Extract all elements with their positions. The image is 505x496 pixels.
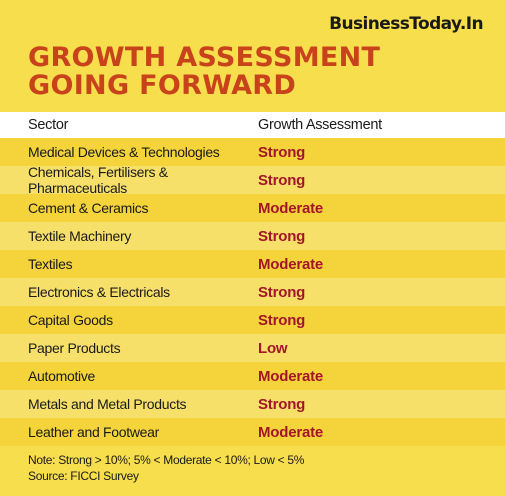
sector-name: Textiles [28, 256, 73, 272]
table-row: Paper Products Low [0, 334, 505, 362]
sector-name: Medical Devices & Technologies [28, 144, 220, 160]
growth-assessment-value: Moderate [258, 199, 324, 217]
table-row: Textiles Moderate [0, 250, 505, 278]
brand-logo: BusinessToday.In [329, 14, 483, 34]
table-row: Textile Machinery Strong [0, 222, 505, 250]
growth-assessment-value: Moderate [258, 367, 324, 385]
growth-assessment-value: Low [258, 339, 288, 357]
table-row: Chemicals, Fertilisers & Pharmaceuticals… [0, 164, 505, 196]
sector-name: Capital Goods [28, 312, 113, 328]
growth-assessment-value: Moderate [258, 255, 324, 273]
growth-assessment-value: Strong [258, 395, 306, 413]
page-title: GROWTH ASSESSMENT GOING FORWARD [28, 42, 381, 101]
header-growth-assessment: Growth Assessment [258, 117, 382, 133]
sector-name: Paper Products [28, 340, 121, 356]
table-row: Automotive Moderate [0, 362, 505, 390]
growth-assessment-value: Strong [258, 171, 306, 189]
table-row: Cement & Ceramics Moderate [0, 194, 505, 222]
sector-name: Textile Machinery [28, 228, 132, 244]
sector-name: Chemicals, Fertilisers & Pharmaceuticals [28, 164, 168, 196]
growth-assessment-value: Strong [258, 227, 306, 245]
table-row: Capital Goods Strong [0, 306, 505, 334]
table-row: Medical Devices & Technologies Strong [0, 138, 505, 166]
growth-assessment-value: Strong [258, 311, 306, 329]
header-sector: Sector [28, 117, 69, 133]
source-text: Source: FICCI Survey [28, 469, 139, 483]
growth-assessment-value: Moderate [258, 423, 324, 441]
assessment-table: Sector Growth Assessment Medical Devices… [0, 112, 505, 446]
table-row: Leather and Footwear Moderate [0, 418, 505, 446]
sector-name: Metals and Metal Products [28, 396, 187, 412]
sector-name: Electronics & Electricals [28, 284, 170, 300]
table-row: Electronics & Electricals Strong [0, 278, 505, 306]
growth-assessment-value: Strong [258, 143, 306, 161]
sector-name: Leather and Footwear [28, 424, 159, 440]
table-body: Medical Devices & Technologies Strong Chem… [0, 138, 505, 446]
footnotes: Note: Strong > 10%; 5% < Moderate < 10%;… [28, 452, 304, 484]
table-header: Sector Growth Assessment [0, 112, 505, 138]
table-row: Metals and Metal Products Strong [0, 390, 505, 418]
sector-name: Automotive [28, 368, 96, 384]
growth-assessment-value: Strong [258, 283, 306, 301]
sector-name: Cement & Ceramics [28, 200, 149, 216]
note-text: Note: Strong > 10%; 5% < Moderate < 10%;… [28, 453, 305, 467]
